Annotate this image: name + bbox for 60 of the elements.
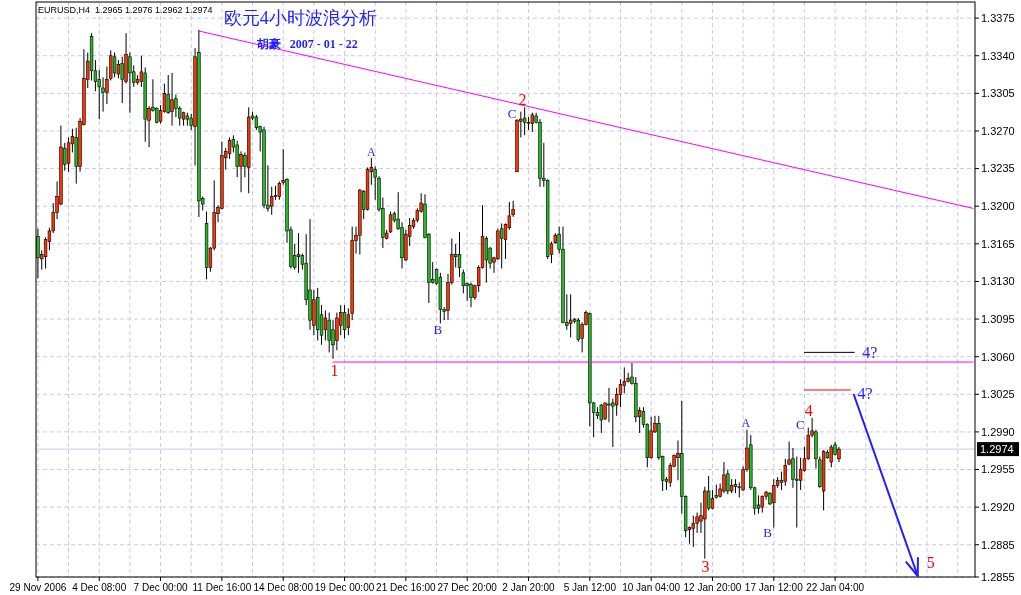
x-tick-label: 21 Dec 16:00 <box>376 582 437 593</box>
y-tick-label: 1.2885 <box>981 538 1015 551</box>
annotation: EURUSD,H4 1.2965 1.2976 1.2962 1.2974 <box>38 5 213 15</box>
x-tick-label: 10 Jan 04:00 <box>622 582 681 593</box>
candlestick <box>323 309 328 342</box>
x-tick-label: 29 Nov 2006 <box>9 582 67 593</box>
annotation: B <box>433 321 443 337</box>
x-tick-label: 17 Jan 12:00 <box>744 582 804 593</box>
annotation: B <box>763 525 773 541</box>
y-tick-label: 1.3200 <box>981 200 1015 213</box>
y-tick-label: 1.3375 <box>981 11 1015 24</box>
candlestick <box>120 56 124 104</box>
y-tick-label: 1.3305 <box>981 87 1015 100</box>
y-tick-label: 1.3025 <box>981 388 1015 401</box>
candlestick <box>691 515 695 548</box>
candlestick <box>772 478 776 529</box>
x-tick-label: 14 Dec 08:00 <box>253 582 314 593</box>
x-tick-label: 11 Dec 16:00 <box>192 582 252 593</box>
candlestick <box>484 235 489 284</box>
y-tick-label: 1.2990 <box>981 425 1015 438</box>
y-tick-label: 1.2955 <box>981 463 1015 476</box>
candlestick <box>829 444 833 468</box>
candlestick <box>469 282 473 308</box>
y-tick-label: 1.3060 <box>981 350 1015 363</box>
candlestick <box>342 304 347 339</box>
candlestick <box>128 52 132 114</box>
annotation: C <box>507 105 517 121</box>
annotation: 4? <box>862 343 878 361</box>
y-tick-label: 1.3095 <box>981 312 1015 325</box>
x-tick-label: 5 Jan 12:00 <box>563 582 617 593</box>
annotation: 1 <box>330 361 339 379</box>
y-tick-label: 1.3340 <box>981 49 1015 62</box>
annotation: 5 <box>926 553 935 571</box>
y-tick-label: 1.3235 <box>981 162 1015 175</box>
candlestick <box>112 52 117 78</box>
x-tick-label: 4 Dec 08:00 <box>72 582 127 593</box>
x-tick-label: 27 Dec 20:00 <box>437 582 498 593</box>
annotation: A <box>366 145 376 160</box>
x-tick-label: 12 Jan 20:00 <box>683 582 742 593</box>
x-tick-label: 22 Jan 04:00 <box>806 582 865 593</box>
annotation: 2 <box>518 91 527 109</box>
x-tick-label: 19 Dec 00:00 <box>314 582 375 593</box>
annotation: 4? <box>857 384 873 402</box>
candlestick <box>783 458 787 487</box>
y-tick-label: 1.2920 <box>981 500 1015 513</box>
annotation: 3 <box>701 557 710 575</box>
y-tick-label: 1.3270 <box>981 124 1015 137</box>
ref-line-label: 1.2974 <box>980 442 1014 455</box>
x-tick-label: 2 Jan 20:00 <box>502 582 556 593</box>
candlestick <box>170 72 174 127</box>
y-tick-label: 1.2855 <box>981 570 1015 583</box>
annotation: C <box>796 416 805 432</box>
annotation: A <box>741 416 751 431</box>
y-tick-label: 1.3130 <box>981 275 1015 288</box>
candlestick <box>722 461 726 494</box>
annotation: 4 <box>804 401 813 419</box>
candlestick <box>607 387 611 423</box>
chart-title: 欧元4小时波浪分析 <box>223 8 377 28</box>
y-tick-label: 1.3165 <box>981 237 1015 250</box>
x-tick-label: 7 Dec 00:00 <box>133 582 188 593</box>
